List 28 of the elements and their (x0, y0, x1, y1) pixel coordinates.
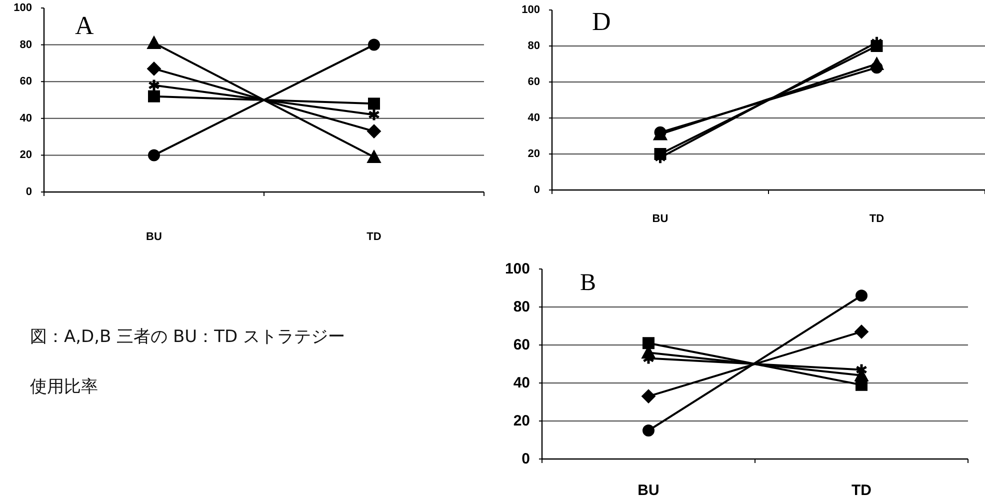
chart-title: A (75, 11, 94, 40)
y-tick-label: 0 (26, 186, 32, 198)
x-tick-label: BU (638, 482, 660, 499)
y-tick-label: 20 (20, 149, 32, 162)
y-tick-label: 60 (513, 336, 530, 354)
y-tick-label: 80 (513, 298, 530, 316)
y-tick-label: 20 (528, 148, 540, 160)
y-tick-label: 60 (528, 76, 540, 88)
y-tick-label: 0 (534, 184, 540, 196)
y-tick-label: 80 (20, 38, 32, 51)
y-tick-label: 20 (513, 412, 530, 430)
y-tick-label: 60 (20, 76, 32, 88)
y-tick-label: 100 (504, 260, 530, 278)
y-tick-label: 100 (14, 2, 32, 14)
y-tick-label: 80 (528, 40, 540, 52)
y-tick-label: 100 (522, 4, 540, 16)
y-tick-label: 0 (522, 450, 530, 468)
y-tick-label: 40 (513, 374, 530, 392)
chart-title: B (580, 270, 596, 296)
y-tick-label: 40 (528, 112, 540, 124)
x-tick-label: BU (146, 231, 162, 243)
y-tick-label: 40 (20, 112, 32, 124)
x-tick-label: BU (652, 213, 668, 225)
x-tick-label: TD (366, 231, 382, 243)
chart-title: 図：A,D,B 三者の BU：TD ストラテジー使用比率 (30, 327, 345, 397)
x-tick-label: TD (869, 213, 884, 225)
x-tick-label: TD (852, 482, 872, 499)
chart-title: D (592, 7, 611, 36)
